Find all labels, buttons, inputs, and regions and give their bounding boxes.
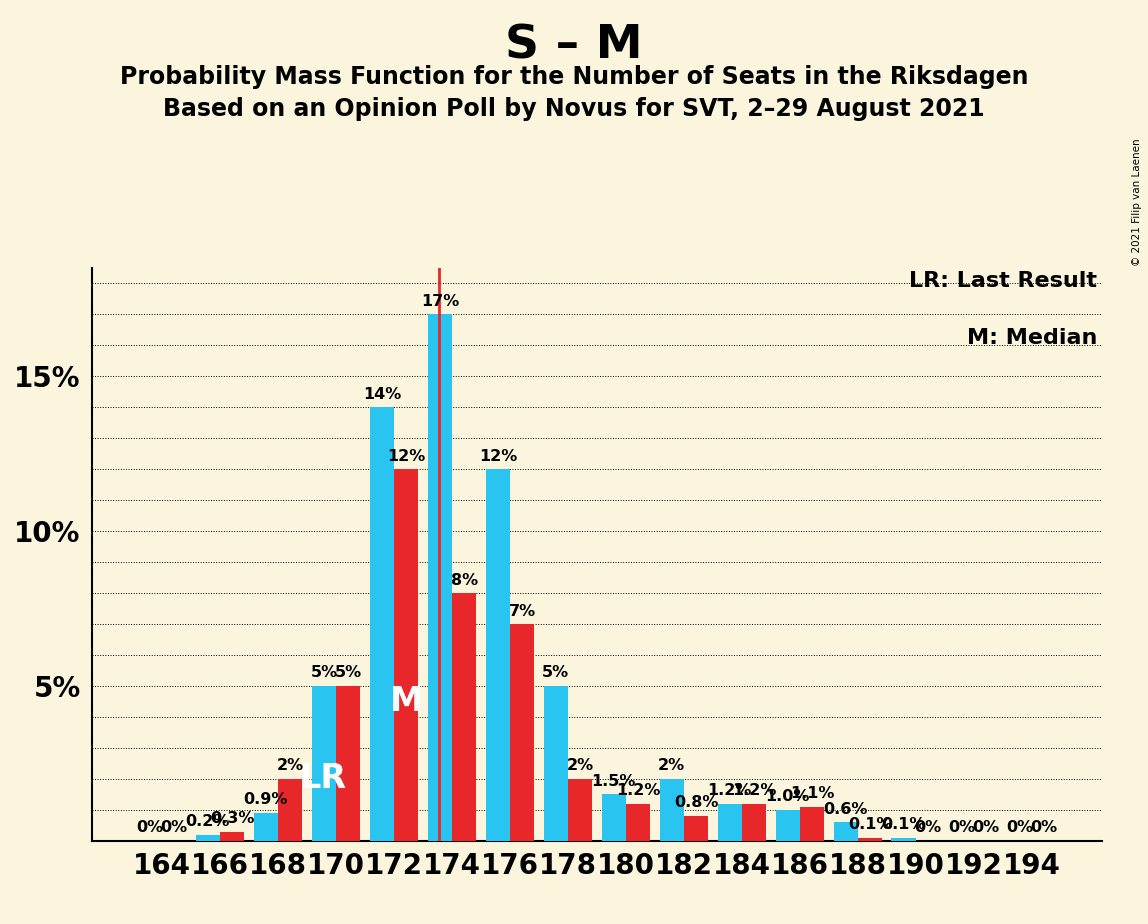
Bar — [196, 834, 220, 841]
Text: LR: Last Result: LR: Last Result — [909, 271, 1097, 291]
Text: 1.2%: 1.2% — [616, 784, 660, 798]
Bar — [220, 832, 245, 841]
Text: 2%: 2% — [567, 759, 594, 773]
Text: 0%: 0% — [1031, 821, 1057, 835]
Bar — [428, 314, 452, 841]
Text: © 2021 Filip van Laenen: © 2021 Filip van Laenen — [1132, 139, 1142, 266]
Bar — [718, 804, 742, 841]
Text: 8%: 8% — [451, 573, 478, 588]
Bar — [254, 813, 278, 841]
Bar — [370, 407, 394, 841]
Text: M: M — [389, 685, 422, 718]
Bar — [394, 469, 418, 841]
Text: Based on an Opinion Poll by Novus for SVT, 2–29 August 2021: Based on an Opinion Poll by Novus for SV… — [163, 97, 985, 121]
Bar — [278, 779, 302, 841]
Text: M: Median: M: Median — [967, 328, 1097, 348]
Text: 0.9%: 0.9% — [243, 793, 288, 808]
Text: 0%: 0% — [948, 821, 975, 835]
Text: LR: LR — [301, 762, 348, 796]
Bar — [510, 624, 534, 841]
Bar — [776, 809, 800, 841]
Text: 0%: 0% — [972, 821, 1000, 835]
Text: 1.5%: 1.5% — [591, 773, 636, 789]
Text: 12%: 12% — [387, 449, 425, 464]
Bar — [800, 807, 824, 841]
Text: 5%: 5% — [335, 665, 362, 680]
Text: 0.1%: 0.1% — [882, 817, 925, 833]
Bar — [602, 795, 626, 841]
Text: 12%: 12% — [479, 449, 517, 464]
Text: 1.2%: 1.2% — [732, 784, 776, 798]
Bar — [312, 686, 336, 841]
Text: 1.2%: 1.2% — [707, 784, 752, 798]
Text: 2%: 2% — [277, 759, 304, 773]
Text: 0.1%: 0.1% — [848, 817, 892, 833]
Text: 5%: 5% — [542, 665, 569, 680]
Text: 0%: 0% — [1006, 821, 1033, 835]
Bar — [892, 838, 916, 841]
Text: 0%: 0% — [137, 821, 163, 835]
Text: 1.1%: 1.1% — [790, 786, 835, 801]
Text: 1.0%: 1.0% — [766, 789, 809, 804]
Bar — [660, 779, 684, 841]
Bar — [684, 816, 708, 841]
Text: 0%: 0% — [161, 821, 188, 835]
Text: 14%: 14% — [363, 387, 401, 402]
Text: 17%: 17% — [420, 294, 459, 309]
Bar — [833, 822, 858, 841]
Text: S – M: S – M — [505, 23, 643, 68]
Bar — [486, 469, 510, 841]
Text: Probability Mass Function for the Number of Seats in the Riksdagen: Probability Mass Function for the Number… — [119, 65, 1029, 89]
Text: 0.6%: 0.6% — [823, 802, 868, 817]
Text: 2%: 2% — [658, 759, 685, 773]
Bar — [568, 779, 592, 841]
Bar — [544, 686, 568, 841]
Bar — [742, 804, 766, 841]
Bar — [858, 838, 882, 841]
Text: 0.3%: 0.3% — [210, 811, 255, 826]
Text: 0.2%: 0.2% — [186, 814, 230, 829]
Text: 0.8%: 0.8% — [674, 796, 719, 810]
Text: 7%: 7% — [509, 603, 536, 618]
Text: 5%: 5% — [310, 665, 338, 680]
Bar — [336, 686, 360, 841]
Text: 0%: 0% — [915, 821, 941, 835]
Bar — [452, 593, 476, 841]
Bar — [626, 804, 650, 841]
